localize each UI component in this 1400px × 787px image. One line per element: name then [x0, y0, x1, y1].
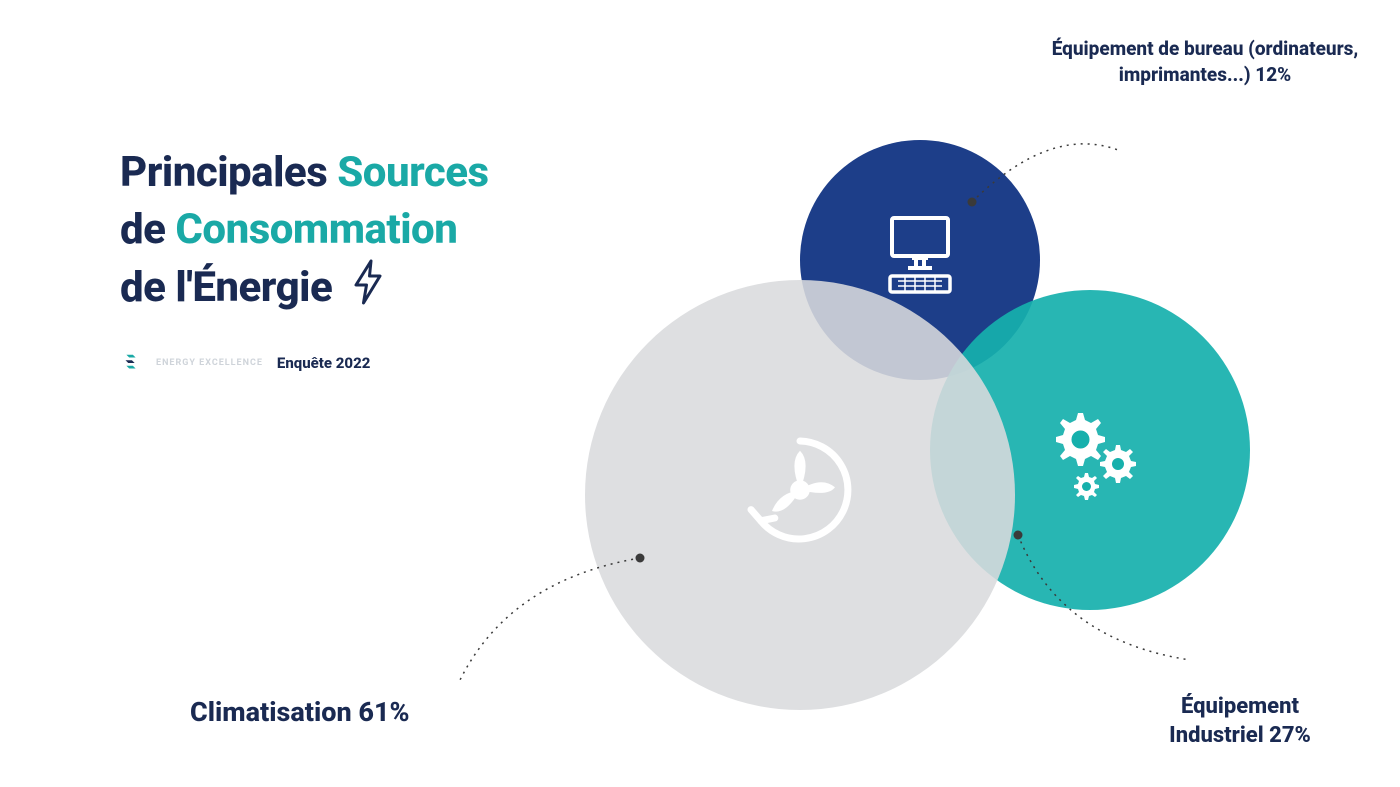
title-block: Principales Sources de Consommation de l… [120, 145, 620, 374]
title-line-1: Principales Sources [120, 145, 620, 202]
title-3-dark: de l'Énergie [120, 263, 332, 312]
gears-icon [1040, 395, 1150, 505]
label-industriel-line1: Équipement [1110, 693, 1370, 722]
logo-row: ENERGY EXCELLENCE Enquête 2022 [120, 352, 620, 374]
title-2-dark: de [120, 205, 165, 254]
title-line-2: de Consommation [120, 202, 620, 259]
survey-label: Enquête 2022 [277, 354, 370, 372]
title-line-3: de l'Énergie [120, 258, 620, 322]
logo-mark-icon [120, 352, 142, 374]
logo-tagline: ENERGY EXCELLENCE [156, 358, 263, 368]
title-2-teal: Consommation [175, 205, 457, 254]
title-1-dark: Principales [120, 148, 327, 197]
lightning-icon [350, 258, 386, 322]
title-1-teal: Sources [337, 148, 488, 197]
fan-icon [730, 420, 870, 560]
label-climatisation: Climatisation 61% [190, 696, 410, 728]
label-industriel: Équipement Industriel 27% [1110, 693, 1370, 750]
label-bureau: Équipement de bureau (ordinateurs, impri… [1050, 36, 1360, 87]
computer-icon [880, 210, 960, 300]
label-industriel-line2: Industriel 27% [1110, 722, 1370, 751]
